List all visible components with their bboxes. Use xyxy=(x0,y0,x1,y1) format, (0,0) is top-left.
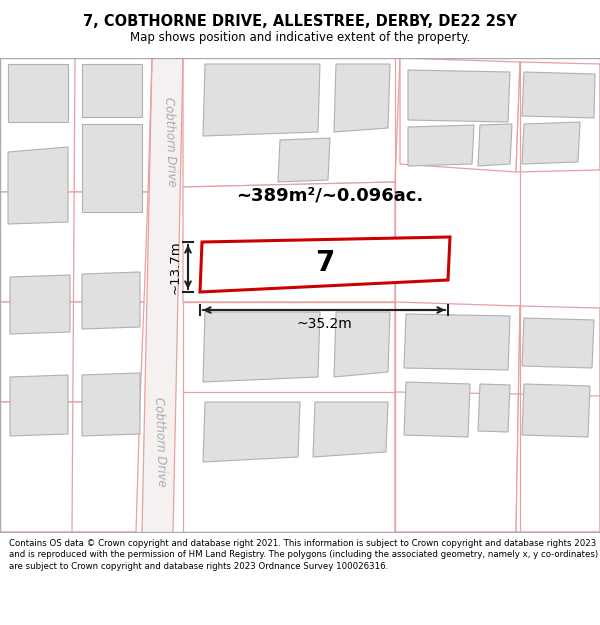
Polygon shape xyxy=(8,64,68,122)
Polygon shape xyxy=(203,64,320,136)
Polygon shape xyxy=(183,58,400,187)
Text: 7: 7 xyxy=(316,249,335,277)
Polygon shape xyxy=(82,124,142,212)
Text: ~35.2m: ~35.2m xyxy=(296,317,352,331)
Polygon shape xyxy=(478,124,512,166)
Polygon shape xyxy=(313,402,388,457)
Polygon shape xyxy=(278,138,330,182)
Polygon shape xyxy=(8,147,68,224)
Polygon shape xyxy=(408,70,510,122)
Text: 7, COBTHORNE DRIVE, ALLESTREE, DERBY, DE22 2SY: 7, COBTHORNE DRIVE, ALLESTREE, DERBY, DE… xyxy=(83,14,517,29)
Polygon shape xyxy=(522,72,595,118)
Polygon shape xyxy=(10,375,68,436)
Polygon shape xyxy=(334,312,390,377)
Polygon shape xyxy=(404,314,510,370)
Polygon shape xyxy=(0,402,140,532)
Polygon shape xyxy=(10,275,70,334)
Polygon shape xyxy=(0,302,144,402)
Polygon shape xyxy=(400,58,520,172)
Text: Map shows position and indicative extent of the property.: Map shows position and indicative extent… xyxy=(130,31,470,44)
Polygon shape xyxy=(478,384,510,432)
Polygon shape xyxy=(142,58,183,532)
Polygon shape xyxy=(82,373,140,436)
Text: Contains OS data © Crown copyright and database right 2021. This information is : Contains OS data © Crown copyright and d… xyxy=(9,539,598,571)
Polygon shape xyxy=(404,382,470,437)
Polygon shape xyxy=(82,272,140,329)
Polygon shape xyxy=(183,182,395,302)
Polygon shape xyxy=(395,302,520,532)
Polygon shape xyxy=(408,125,474,166)
Polygon shape xyxy=(203,402,300,462)
Text: Cobthorn Drive: Cobthorn Drive xyxy=(152,397,168,487)
Polygon shape xyxy=(0,192,148,302)
Text: ~389m²/~0.096ac.: ~389m²/~0.096ac. xyxy=(236,186,424,204)
Polygon shape xyxy=(82,64,142,117)
Polygon shape xyxy=(516,62,600,172)
Text: ~13.7m: ~13.7m xyxy=(169,240,182,294)
Polygon shape xyxy=(200,237,450,292)
Polygon shape xyxy=(522,122,580,164)
Polygon shape xyxy=(516,306,600,532)
Polygon shape xyxy=(522,384,590,437)
Polygon shape xyxy=(183,302,395,532)
Polygon shape xyxy=(334,64,390,132)
Polygon shape xyxy=(0,58,152,192)
Polygon shape xyxy=(522,318,594,368)
Text: Cobthorn Drive: Cobthorn Drive xyxy=(162,97,178,187)
Polygon shape xyxy=(203,312,320,382)
